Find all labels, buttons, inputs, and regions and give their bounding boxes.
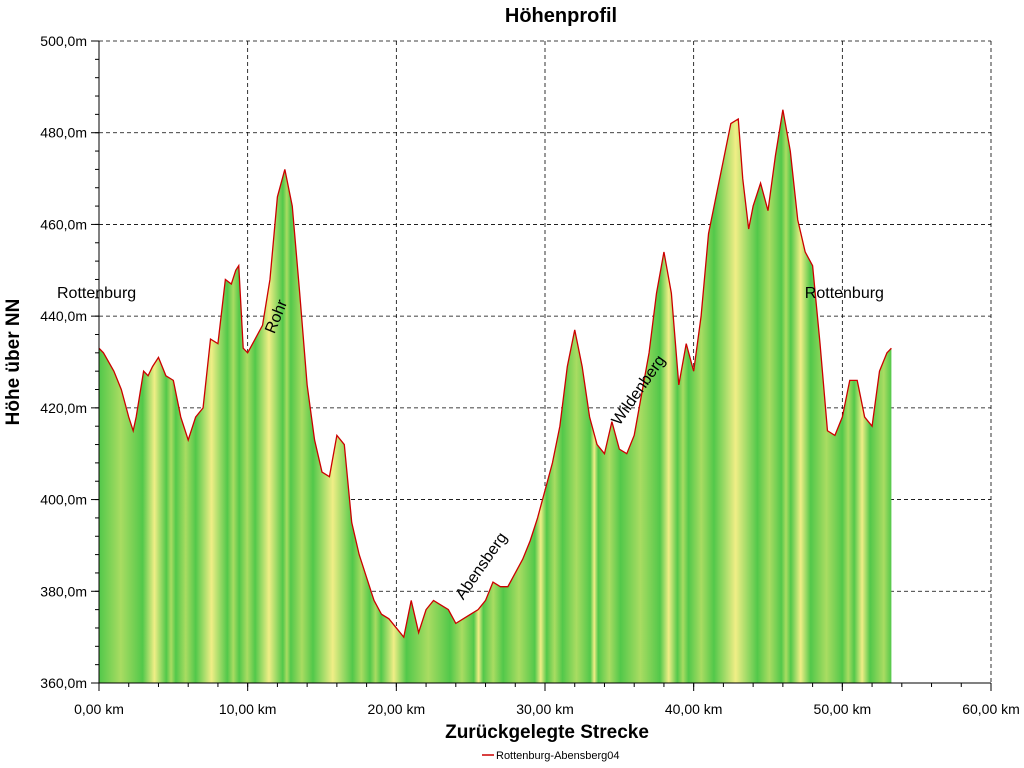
y-tick-label: 460,0m — [40, 216, 87, 232]
axis-layer: 360,0m 380,0m 400,0m 420,0m 440,0m 460,0m 480,… — [40, 33, 1020, 717]
annotation-label: Rottenburg — [57, 285, 136, 302]
x-axis-title: Zurückgelegte Strecke — [445, 722, 649, 743]
y-tick-label: 440,0m — [40, 308, 87, 324]
legend: Rottenburg-Abensberg04 — [482, 750, 620, 762]
x-tick-label: 10,00 km — [219, 701, 277, 717]
y-tick-label: 380,0m — [40, 583, 87, 599]
y-tick-label: 360,0m — [40, 675, 87, 691]
area-layer — [98, 109, 892, 684]
y-tick-label: 400,0m — [40, 492, 87, 508]
x-tick-label: 50,00 km — [814, 701, 872, 717]
x-tick-label: 30,00 km — [516, 701, 574, 717]
y-tick-label: 480,0m — [40, 125, 87, 141]
elevation-area-fill — [99, 109, 892, 684]
elevation-series-line — [98, 109, 892, 639]
legend-label: Rottenburg-Abensberg04 — [496, 750, 620, 762]
y-axis-title: Höhe über NN — [3, 299, 24, 426]
x-tick-label: 40,00 km — [665, 701, 723, 717]
x-tick-label: 20,00 km — [368, 701, 426, 717]
x-tick-label: 0,00 km — [74, 701, 124, 717]
x-tick-label: 60,00 km — [962, 701, 1020, 717]
annotation-label: Rottenburg — [805, 285, 884, 302]
y-tick-label: 500,0m — [40, 33, 87, 49]
y-tick-label: 420,0m — [40, 400, 87, 416]
chart-title: Höhenprofil — [505, 5, 617, 27]
